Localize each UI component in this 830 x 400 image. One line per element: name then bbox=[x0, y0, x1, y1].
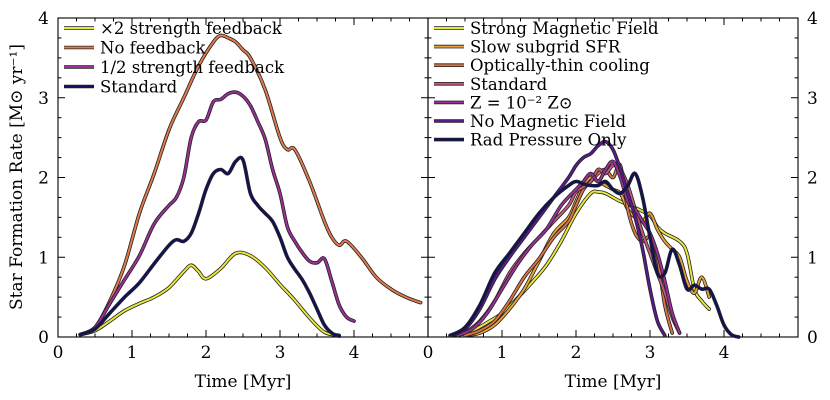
x-tick-label: 0 bbox=[423, 343, 434, 363]
legend-label: Standard bbox=[470, 75, 548, 94]
y-tick-label: 0 bbox=[38, 328, 49, 348]
legend-label: Z = 10⁻² Z⊙ bbox=[470, 93, 573, 112]
legend-label: Strong Magnetic Field bbox=[470, 19, 659, 38]
series-line bbox=[79, 156, 341, 338]
legend-label: Standard bbox=[100, 78, 178, 97]
x-tick-label: 1 bbox=[497, 343, 508, 363]
x-tick-label: 4 bbox=[719, 343, 730, 363]
legend-label: ×2 strength feedback bbox=[100, 19, 283, 38]
y-tick-label: 0 bbox=[807, 328, 818, 348]
y-tick-label: 1 bbox=[38, 248, 49, 268]
series-line bbox=[449, 172, 740, 338]
series-line-outline bbox=[448, 171, 741, 339]
series-line bbox=[449, 140, 666, 337]
left-panel: 0 1 2 3 4 0 1 2 3 4 Time [Myr] ×2 strength feedback… bbox=[38, 9, 429, 392]
series-line-outline bbox=[78, 250, 341, 338]
x-tick-label: 2 bbox=[571, 343, 582, 363]
x-tick-label: 3 bbox=[645, 343, 656, 363]
x-tick-label: 4 bbox=[349, 343, 360, 363]
y-tick-label: 3 bbox=[38, 89, 49, 109]
x-tick-label: 1 bbox=[127, 343, 138, 363]
series-line bbox=[79, 34, 422, 336]
y-axis-label: Star Formation Rate [M⊙ yr⁻¹] bbox=[7, 44, 27, 310]
series-lines bbox=[78, 33, 423, 338]
right-panel: 0 1 2 3 4 0 1 2 3 4 Time [Myr] Strong Magnetic Fiel… bbox=[423, 9, 818, 392]
legend-label: 1/2 strength feedback bbox=[100, 58, 285, 77]
series-line bbox=[456, 160, 681, 337]
series-line-outline bbox=[448, 163, 682, 338]
series-line bbox=[79, 251, 341, 337]
y-tick-label: 4 bbox=[38, 9, 49, 29]
y-tick-label: 4 bbox=[807, 9, 818, 29]
tick-marks bbox=[57, 17, 429, 338]
series-lines bbox=[448, 139, 741, 339]
y-tick-label: 1 bbox=[807, 248, 818, 268]
series-line bbox=[79, 91, 355, 336]
x-axis-label: Time [Myr] bbox=[565, 372, 662, 392]
legend-label: No feedback bbox=[100, 39, 206, 58]
y-tick-label: 3 bbox=[807, 89, 818, 109]
x-axis-label: Time [Myr] bbox=[195, 372, 292, 392]
x-tick-label: 3 bbox=[275, 343, 286, 363]
legend-label: Slow subgrid SFR bbox=[470, 38, 621, 57]
x-tick-label: 0 bbox=[53, 343, 64, 363]
legend-label: Optically-thin cooling bbox=[470, 56, 650, 75]
series-line bbox=[449, 164, 681, 337]
y-tick-label: 2 bbox=[38, 169, 49, 189]
legend-label: Rad Pressure Only bbox=[470, 131, 627, 150]
tick-marks bbox=[427, 17, 799, 338]
legend-label: No Magnetic Field bbox=[470, 112, 626, 131]
y-tick-label: 2 bbox=[807, 169, 818, 189]
x-tick-label: 2 bbox=[201, 343, 212, 363]
